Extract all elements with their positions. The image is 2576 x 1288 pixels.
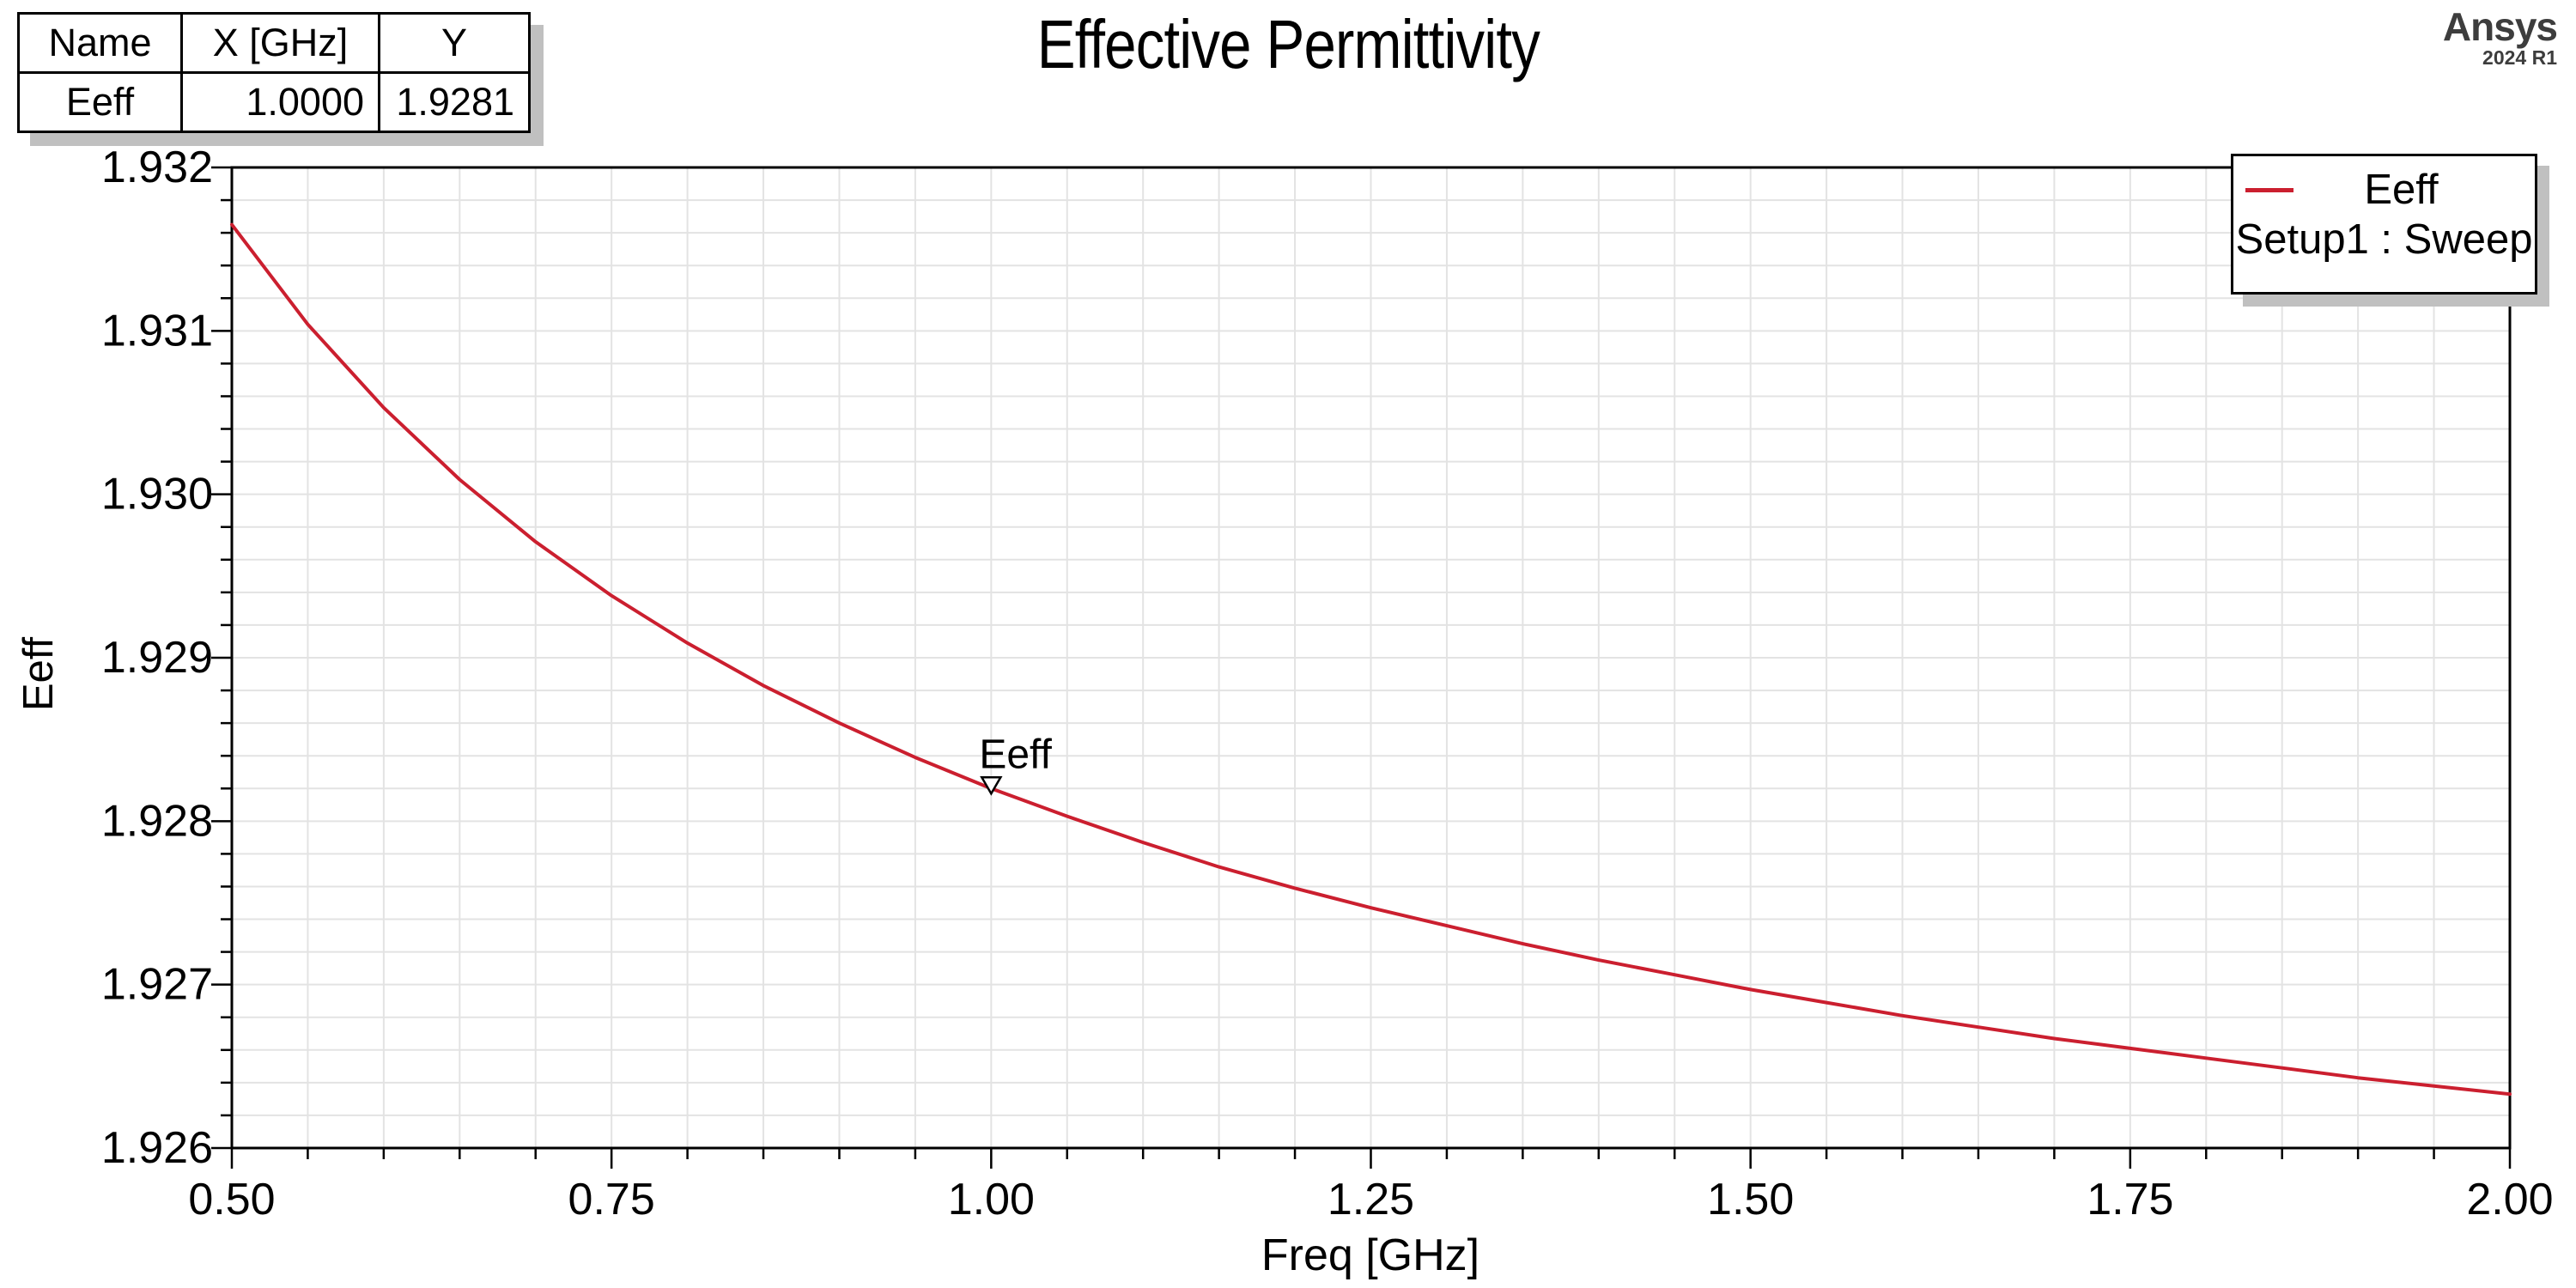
ansys-version: 2024 R1: [2482, 46, 2557, 69]
legend-curve-label: Eeff: [2364, 167, 2439, 213]
legend-curve-swatch: [2245, 188, 2293, 193]
ansys-brand: Ansys 2024 R1: [2442, 4, 2558, 69]
x-tick-label: 1.00: [948, 1175, 1035, 1224]
y-tick-label: 1.932: [101, 143, 213, 192]
plot-title: Effective Permittivity: [1036, 6, 1540, 82]
y-tick-label: 1.929: [101, 633, 213, 683]
marker-table-header-x: X [GHz]: [180, 12, 380, 74]
x-tick-label: 1.50: [1707, 1175, 1794, 1224]
marker-x-cell: 1.0000: [180, 71, 380, 133]
x-axis-title: Freq [GHz]: [1261, 1230, 1480, 1280]
curve-marker-triangle-down-icon: [980, 776, 1003, 796]
marker-table-header-row: Name X [GHz] Y: [17, 12, 531, 74]
y-tick-label: 1.927: [101, 960, 213, 1010]
legend-entry: Eeff: [2233, 167, 2535, 213]
legend-setup-label: Setup1 : Sweep: [2235, 216, 2533, 264]
y-axis-title: Eeff: [15, 636, 62, 712]
ansys-logo-text: Ansys: [2442, 4, 2558, 49]
y-tick-label: 1.930: [101, 470, 213, 519]
y-tick-label: 1.926: [101, 1123, 213, 1173]
x-tick-label: 0.50: [188, 1175, 275, 1224]
y-tick-label: 1.928: [101, 796, 213, 846]
marker-y-cell: 1.9281: [378, 71, 531, 133]
plot-title-container: Effective Permittivity: [0, 9, 2576, 81]
marker-table[interactable]: Name X [GHz] Y Eeff 1.0000 1.9281: [17, 12, 531, 133]
marker-table-header-y: Y: [378, 12, 531, 74]
x-tick-label: 1.75: [2087, 1175, 2173, 1224]
x-tick-label: 1.25: [1327, 1175, 1414, 1224]
y-tick-label: 1.931: [101, 306, 213, 355]
x-tick-label: 0.75: [568, 1175, 655, 1224]
curve-marker-label: Eeff: [979, 732, 1052, 777]
x-tick-label: 2.00: [2466, 1175, 2553, 1224]
marker-table-row: Eeff 1.0000 1.9281: [17, 71, 531, 133]
legend-box[interactable]: Eeff Setup1 : Sweep: [2231, 154, 2537, 295]
eeff-curve[interactable]: [230, 222, 2512, 1097]
marker-name-cell: Eeff: [17, 71, 183, 133]
marker-table-header-name: Name: [17, 12, 183, 74]
